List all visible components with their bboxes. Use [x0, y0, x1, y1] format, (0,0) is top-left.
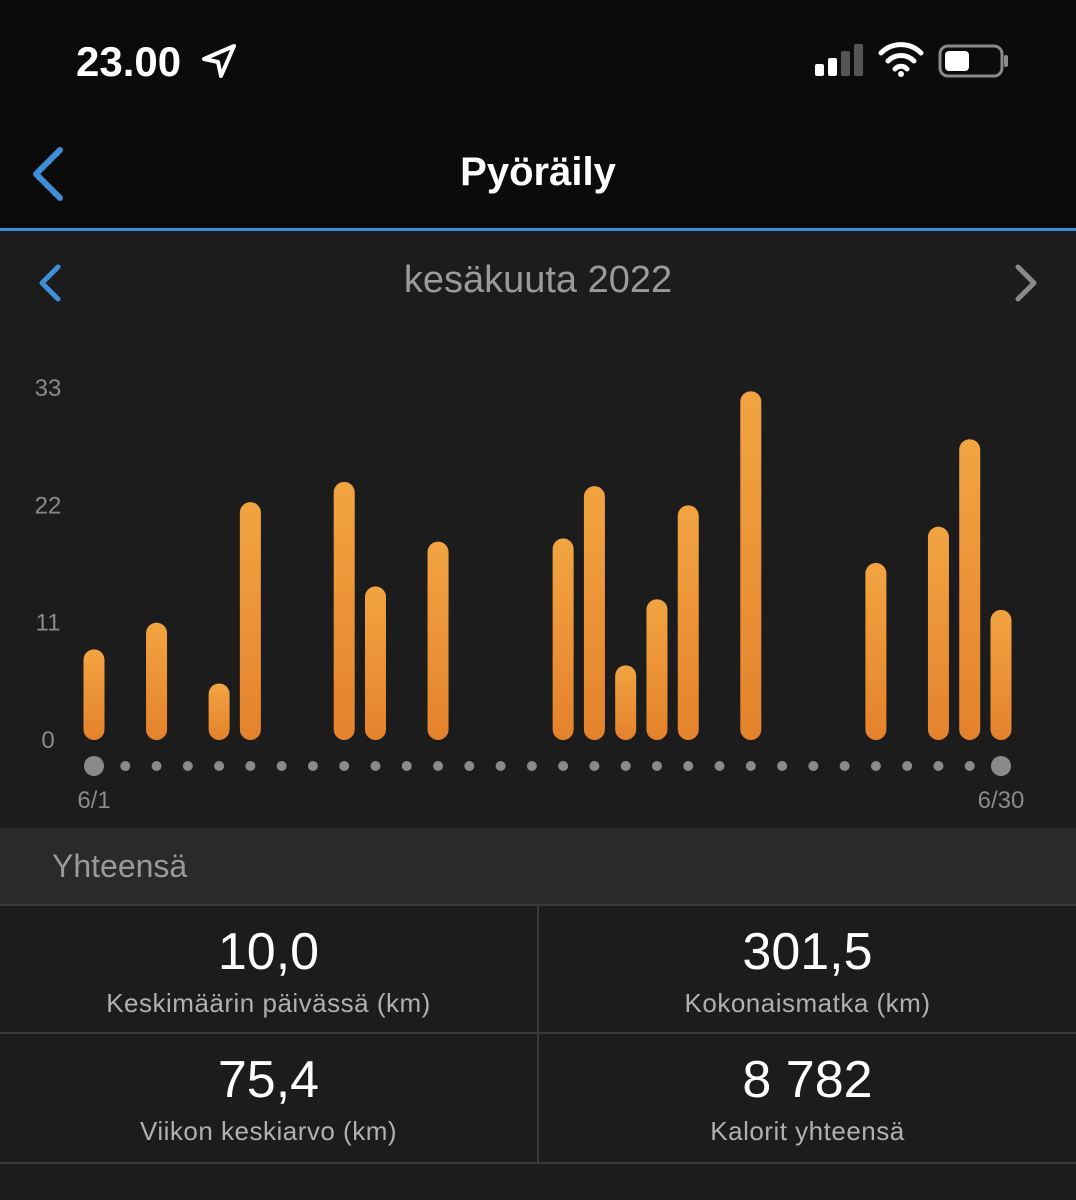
bar-day-28 — [927, 526, 949, 740]
bar-day-16 — [552, 538, 574, 740]
previous-period-chevron-icon[interactable] — [36, 263, 66, 303]
bar-day-9 — [333, 481, 355, 740]
stat-value: 301,5 — [742, 923, 873, 981]
day-marker-13 — [464, 761, 475, 771]
x-axis-end-label: 6/30 — [978, 787, 1025, 814]
stat-total-distance: 301,5 Kokonaismatka (km) — [539, 906, 1076, 1032]
back-chevron-icon[interactable] — [28, 146, 72, 202]
day-marker-20 — [683, 761, 694, 771]
next-period-chevron-icon[interactable] — [1010, 263, 1040, 303]
day-marker-15 — [526, 761, 537, 771]
day-marker-18 — [620, 761, 631, 771]
day-marker-6 — [245, 761, 256, 771]
y-tick-label: 11 — [36, 610, 61, 637]
day-marker-22 — [745, 761, 756, 771]
y-tick-label: 22 — [35, 492, 62, 519]
day-marker-3 — [151, 761, 162, 771]
day-marker-17 — [589, 761, 600, 771]
day-marker-12 — [433, 761, 444, 771]
period-label: kesäkuuta 2022 — [403, 259, 673, 301]
bar-day-22 — [740, 391, 762, 740]
day-marker-27 — [902, 761, 913, 771]
status-bar: 23.00 — [0, 0, 1076, 120]
grid-divider-vertical — [537, 906, 539, 1162]
day-marker-30 — [991, 756, 1011, 776]
bar-day-29 — [959, 439, 981, 740]
day-marker-19 — [651, 761, 662, 771]
wifi-icon — [878, 42, 924, 77]
stat-weekly-average: 75,4 Viikon keskiarvo (km) — [0, 1034, 537, 1160]
bar-day-17 — [583, 486, 605, 740]
stat-label: Keskimäärin päivässä (km) — [106, 988, 431, 1018]
day-marker-21 — [714, 761, 725, 771]
status-time: 23.00 — [76, 38, 182, 85]
day-marker-14 — [495, 761, 506, 771]
stat-total-calories: 8 782 Kalorit yhteensä — [539, 1034, 1076, 1160]
cellular-signal-icon — [815, 44, 863, 76]
stat-label: Kalorit yhteensä — [710, 1116, 905, 1146]
stat-label: Kokonaismatka (km) — [684, 988, 931, 1018]
day-marker-1 — [84, 756, 104, 776]
location-arrow-icon — [202, 44, 236, 78]
day-marker-5 — [214, 761, 225, 771]
nav-bar: Pyöräily — [0, 120, 1076, 231]
day-marker-9 — [339, 761, 350, 771]
bar-day-1 — [83, 649, 105, 740]
bar-day-18 — [615, 665, 637, 740]
bar-day-30 — [990, 609, 1012, 740]
stat-average-per-day: 10,0 Keskimäärin päivässä (km) — [0, 906, 537, 1032]
day-marker-2 — [120, 761, 131, 771]
stats-grid: 10,0 Keskimäärin päivässä (km) 301,5 Kok… — [0, 904, 1076, 1164]
day-marker-26 — [870, 761, 881, 771]
page-title: Pyöräily — [460, 150, 616, 194]
stat-value: 75,4 — [217, 1051, 320, 1109]
bar-day-26 — [865, 562, 887, 740]
x-axis-start-label: 6/1 — [77, 787, 110, 814]
day-marker-16 — [558, 761, 569, 771]
bar-day-12 — [427, 541, 449, 740]
day-marker-29 — [964, 761, 975, 771]
bar-day-20 — [677, 505, 699, 740]
day-marker-4 — [182, 761, 193, 771]
bar-day-5 — [208, 683, 230, 740]
day-marker-28 — [933, 761, 944, 771]
stat-value: 8 782 — [742, 1051, 873, 1109]
stat-label: Viikon keskiarvo (km) — [139, 1116, 398, 1146]
day-marker-10 — [370, 761, 381, 771]
y-tick-label: 33 — [35, 375, 62, 402]
totals-label: Yhteensä — [52, 848, 188, 884]
bar-day-19 — [646, 599, 668, 740]
y-tick-label: 0 — [41, 727, 54, 754]
totals-section-header: Yhteensä — [0, 828, 1076, 904]
battery-icon — [938, 44, 1008, 78]
day-marker-8 — [307, 761, 318, 771]
period-selector: kesäkuuta 2022 — [0, 231, 1076, 331]
daily-distance-bar-chart: 0 11 22 33 6/1 6/30 — [35, 375, 1025, 814]
day-marker-23 — [777, 761, 788, 771]
grid-divider-horizontal — [0, 1032, 1076, 1034]
bar-day-10 — [364, 586, 386, 740]
bar-day-3 — [146, 622, 168, 740]
day-marker-7 — [276, 761, 287, 771]
stat-value: 10,0 — [217, 923, 320, 981]
day-marker-11 — [401, 761, 412, 771]
day-marker-24 — [808, 761, 819, 771]
bar-day-6 — [239, 502, 261, 740]
day-marker-25 — [839, 761, 850, 771]
